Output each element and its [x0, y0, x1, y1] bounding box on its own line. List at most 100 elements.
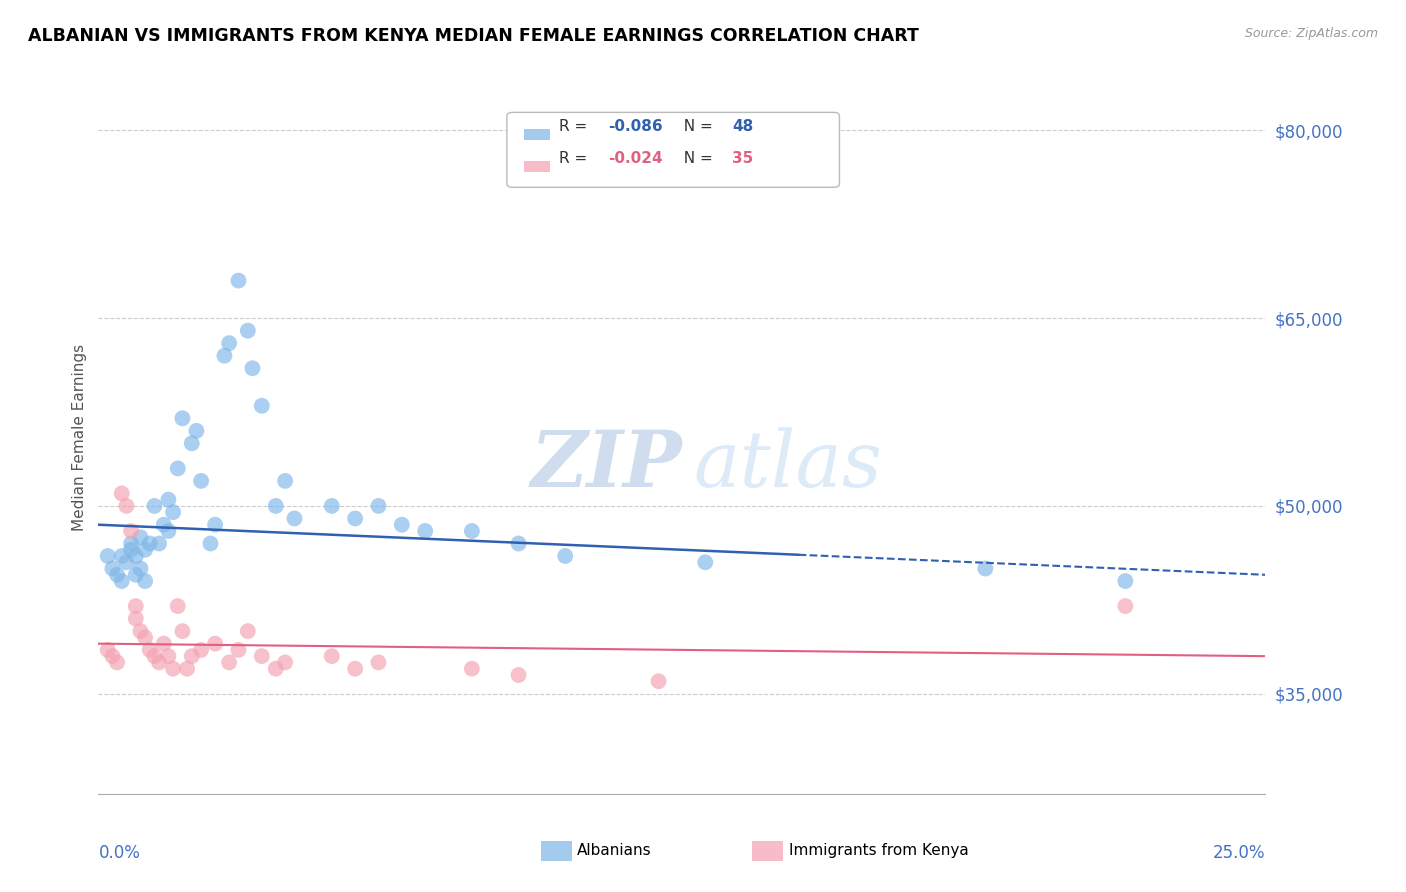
Point: [321, 499, 343, 513]
Point: [228, 274, 250, 288]
Point: [508, 536, 530, 550]
Text: Source: ZipAtlas.com: Source: ZipAtlas.com: [1244, 27, 1378, 40]
Text: N =: N =: [673, 152, 717, 166]
Point: [974, 561, 997, 575]
Point: [176, 662, 198, 676]
Point: [242, 361, 264, 376]
Text: Immigrants from Kenya: Immigrants from Kenya: [789, 844, 969, 858]
Point: [218, 656, 240, 670]
Point: [367, 499, 389, 513]
Text: 0.0%: 0.0%: [98, 844, 141, 862]
FancyBboxPatch shape: [508, 112, 839, 187]
Point: [111, 549, 134, 563]
Text: -0.024: -0.024: [609, 152, 664, 166]
Point: [344, 662, 367, 676]
Point: [250, 649, 273, 664]
Point: [162, 662, 184, 676]
Point: [152, 637, 174, 651]
Point: [413, 524, 436, 538]
Point: [143, 499, 166, 513]
Point: [367, 656, 389, 670]
Point: [134, 574, 156, 588]
Point: [228, 643, 250, 657]
Point: [204, 637, 226, 651]
Text: R =: R =: [560, 120, 592, 135]
Point: [508, 668, 530, 682]
Point: [250, 399, 273, 413]
Point: [214, 349, 236, 363]
Point: [129, 624, 152, 639]
Point: [391, 517, 413, 532]
Point: [274, 474, 297, 488]
Point: [166, 461, 188, 475]
Point: [264, 662, 287, 676]
Point: [134, 542, 156, 557]
Text: 25.0%: 25.0%: [1213, 844, 1265, 862]
Point: [321, 649, 343, 664]
Point: [695, 555, 717, 569]
Point: [125, 612, 148, 626]
Text: ALBANIAN VS IMMIGRANTS FROM KENYA MEDIAN FEMALE EARNINGS CORRELATION CHART: ALBANIAN VS IMMIGRANTS FROM KENYA MEDIAN…: [28, 27, 920, 45]
Point: [172, 624, 194, 639]
Text: 35: 35: [733, 152, 754, 166]
Point: [274, 656, 297, 670]
Point: [125, 549, 148, 563]
Point: [139, 643, 162, 657]
Point: [97, 549, 120, 563]
Point: [647, 674, 669, 689]
Point: [148, 656, 170, 670]
Point: [115, 499, 138, 513]
Point: [554, 549, 576, 563]
Point: [134, 631, 156, 645]
Text: ZIP: ZIP: [530, 427, 682, 504]
Point: [125, 599, 148, 613]
Point: [344, 511, 367, 525]
Text: -0.086: -0.086: [609, 120, 664, 135]
Text: N =: N =: [673, 120, 717, 135]
Point: [152, 517, 174, 532]
Point: [105, 567, 128, 582]
Point: [115, 555, 138, 569]
Point: [1114, 599, 1136, 613]
Point: [157, 649, 180, 664]
Point: [236, 624, 259, 639]
Point: [139, 536, 162, 550]
Point: [204, 517, 226, 532]
Point: [111, 574, 134, 588]
Point: [148, 536, 170, 550]
Point: [157, 492, 180, 507]
Point: [172, 411, 194, 425]
Point: [157, 524, 180, 538]
Text: atlas: atlas: [693, 427, 883, 504]
Point: [461, 524, 484, 538]
Text: Albanians: Albanians: [576, 844, 651, 858]
Point: [101, 561, 124, 575]
Point: [120, 524, 142, 538]
Point: [218, 336, 240, 351]
Point: [129, 561, 152, 575]
Point: [97, 643, 120, 657]
Point: [101, 649, 124, 664]
Point: [190, 474, 212, 488]
Point: [236, 324, 259, 338]
Point: [166, 599, 188, 613]
Point: [190, 643, 212, 657]
Point: [120, 542, 142, 557]
Point: [180, 436, 202, 450]
Point: [162, 505, 184, 519]
Point: [283, 511, 305, 525]
Text: 48: 48: [733, 120, 754, 135]
Bar: [524, 161, 550, 171]
Text: R =: R =: [560, 152, 592, 166]
Point: [1114, 574, 1136, 588]
Point: [120, 536, 142, 550]
Point: [186, 424, 208, 438]
Point: [264, 499, 287, 513]
Point: [200, 536, 222, 550]
Point: [111, 486, 134, 500]
Point: [461, 662, 484, 676]
Point: [105, 656, 128, 670]
Bar: [524, 129, 550, 140]
Point: [143, 649, 166, 664]
Point: [129, 530, 152, 544]
